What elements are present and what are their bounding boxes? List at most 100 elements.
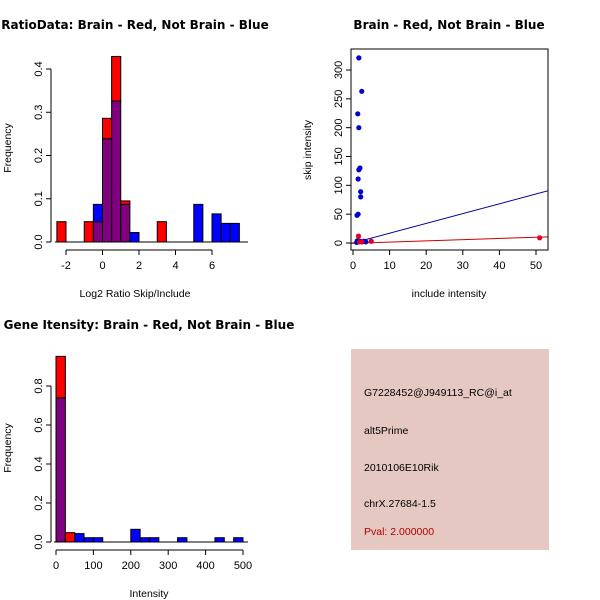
bar-brain <box>55 355 66 399</box>
point-not-brain <box>356 125 362 131</box>
axes: 0.0 0.1 0.2 0.3 0.4 -2 0 2 4 6 <box>33 61 248 272</box>
bars <box>56 55 240 243</box>
x-tick-label: 6 <box>209 260 215 272</box>
y-tick-label: 100 <box>333 176 345 194</box>
y-tick-label: 150 <box>333 147 345 165</box>
chart-title: Brain - Red, Not Brain - Blue <box>353 18 544 32</box>
point-brain <box>537 235 543 241</box>
bar-overlap <box>102 138 113 243</box>
point-brain <box>355 233 362 239</box>
gene-intensity-histogram: Gene Itensity: Brain - Red, Not Brain - … <box>2 318 294 600</box>
bar-not-brain <box>220 222 231 243</box>
x-axis-label: Intensity <box>129 588 169 600</box>
x-tick-label: 50 <box>530 260 542 272</box>
x-tick-label: 200 <box>122 560 140 572</box>
ratio-histogram: RatioData: Brain - Red, Not Brain - Blue… <box>1 18 268 300</box>
genomic-location: chrX.27684-1.5 <box>364 498 436 510</box>
chart-title: RatioData: Brain - Red, Not Brain - Blue <box>1 18 268 32</box>
bars <box>55 355 244 543</box>
bar-brain <box>64 532 76 543</box>
x-tick-label: 300 <box>159 560 177 572</box>
marks <box>351 55 548 246</box>
x-tick-label: 10 <box>383 260 395 272</box>
fit-line-not-brain <box>351 190 548 245</box>
y-tick-label: 0.0 <box>33 234 45 249</box>
x-tick-label: 100 <box>84 560 102 572</box>
pval-text: Pval: 2.000000 <box>364 526 435 538</box>
bar-not-brain <box>233 537 244 543</box>
bar-not-brain <box>83 537 94 543</box>
gene-name: 2010106E10Rik <box>364 462 439 474</box>
bar-not-brain <box>229 222 240 243</box>
point-not-brain <box>363 239 369 245</box>
x-tick-label: 20 <box>420 260 432 272</box>
x-tick-label: 400 <box>196 560 214 572</box>
x-tick-label: 2 <box>136 260 142 272</box>
bar-overlap <box>55 397 66 543</box>
probe-id: G7228452@J949113_RC@i_at <box>364 387 512 399</box>
x-tick-label: 40 <box>493 260 505 272</box>
bar-not-brain <box>211 213 222 243</box>
plot-frame <box>350 48 549 251</box>
bar-brain <box>120 200 131 205</box>
y-tick-label: 0.4 <box>33 456 45 471</box>
x-tick-label: 0 <box>350 260 356 272</box>
bar-not-brain <box>149 537 160 543</box>
point-not-brain <box>354 212 360 218</box>
bar-not-brain <box>214 537 225 543</box>
fit-line-brain <box>351 236 548 244</box>
x-tick-label: 0 <box>53 560 59 572</box>
bar-brain <box>156 221 167 243</box>
intensity-scatter: Brain - Red, Not Brain - Blue include in… <box>302 18 549 300</box>
point-not-brain <box>356 55 362 61</box>
point-not-brain <box>355 111 361 117</box>
bar-not-brain <box>177 537 188 543</box>
axes: 0 50 100 150 200 250 300 0 10 20 30 40 50 <box>333 48 549 272</box>
bar-brain <box>83 221 94 243</box>
y-tick-label: 0.0 <box>33 534 45 549</box>
point-brain <box>368 238 374 244</box>
point-brain <box>359 239 365 245</box>
point-not-brain <box>355 176 361 182</box>
bar-brain <box>102 117 113 140</box>
y-tick-label: 0.4 <box>33 61 45 76</box>
probe-info-panel: G7228452@J949113_RC@i_at alt5Prime 20101… <box>351 349 549 550</box>
y-tick-label: 300 <box>333 61 345 79</box>
bar-not-brain <box>74 533 85 543</box>
x-axis-label: include intensity <box>412 288 487 300</box>
x-tick-label: 0 <box>99 260 105 272</box>
y-tick-label: 0.2 <box>33 148 45 163</box>
y-tick-label: 0.6 <box>33 417 45 432</box>
x-tick-label: 4 <box>172 260 178 272</box>
y-tick-label: 0.3 <box>33 105 45 120</box>
y-axis-label: skip intensity <box>302 119 314 180</box>
y-axis-label: Frequency <box>2 122 14 172</box>
point-not-brain <box>358 189 364 195</box>
bar-overlap <box>111 100 122 243</box>
x-tick-label: 30 <box>457 260 469 272</box>
y-tick-label: 250 <box>333 90 345 108</box>
event-type: alt5Prime <box>364 425 409 437</box>
point-not-brain <box>358 194 364 200</box>
point-not-brain <box>356 167 362 173</box>
bar-brain <box>111 55 122 102</box>
chart-title: Gene Itensity: Brain - Red, Not Brain - … <box>4 318 295 332</box>
bar-not-brain <box>130 528 141 543</box>
bar-not-brain <box>139 537 150 543</box>
bar-overlap <box>92 221 103 243</box>
x-tick-label: 500 <box>234 560 252 572</box>
y-tick-label: 0.2 <box>33 495 45 510</box>
point-not-brain <box>359 88 365 94</box>
bar-not-brain <box>193 203 204 243</box>
bar-brain <box>56 221 67 243</box>
y-tick-label: 0.1 <box>33 191 45 206</box>
bar-not-brain <box>92 537 104 543</box>
y-tick-label: 0.8 <box>33 378 45 393</box>
bar-overlap <box>120 203 131 243</box>
x-axis-label: Log2 Ratio Skip/Include <box>80 288 191 300</box>
y-axis-label: Frequency <box>2 422 14 472</box>
axes: 0.0 0.2 0.4 0.6 0.8 0 100 200 300 400 500 <box>33 378 252 572</box>
bar-not-brain <box>129 231 140 243</box>
bar-not-brain <box>92 203 103 223</box>
